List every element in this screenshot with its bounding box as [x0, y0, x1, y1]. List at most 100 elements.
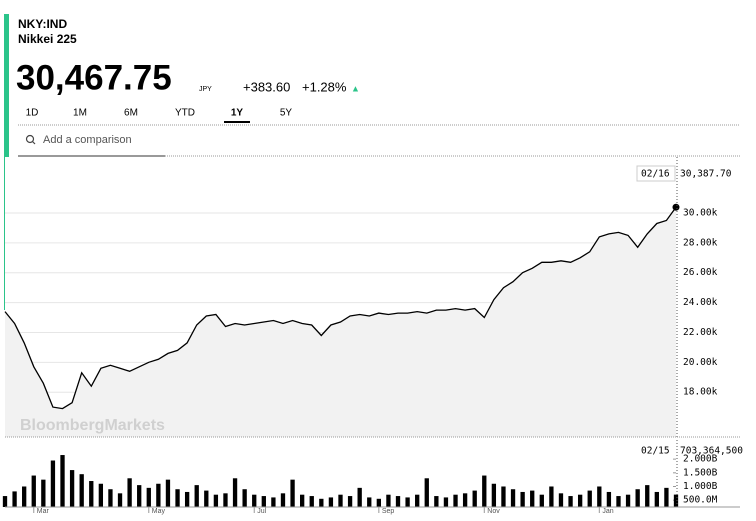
range-tab[interactable]: 1M [73, 108, 87, 119]
volume-bar [434, 496, 439, 507]
volume-bar [606, 491, 612, 507]
volume-bar [625, 494, 631, 507]
volume-bar [597, 486, 602, 507]
range-tab[interactable]: 5Y [280, 108, 293, 119]
y-tick-label: 1.000B [683, 481, 718, 492]
volume-bar [184, 491, 190, 507]
volume-bar [60, 455, 65, 507]
volume-bar [673, 494, 679, 507]
volume-bar [252, 494, 257, 507]
currency: JPY [199, 86, 212, 93]
volume-bar [405, 497, 410, 507]
volume-bar [558, 493, 564, 507]
volume-bar [520, 491, 525, 507]
volume-bar [117, 493, 123, 507]
volume-bar [395, 496, 401, 507]
volume-bar [232, 478, 238, 507]
volume-bar [271, 497, 276, 507]
volume-bar [376, 498, 381, 507]
volume-bar [664, 487, 669, 507]
volume-bar [89, 481, 94, 507]
volume-bar [510, 489, 516, 507]
volume-bar [530, 490, 535, 507]
y-tick-label: 26.00k [683, 267, 718, 278]
volume-bar [549, 486, 554, 507]
volume-bar [501, 486, 506, 507]
volume-bar [472, 490, 477, 507]
range-tab[interactable]: 6M [124, 108, 138, 119]
volume-bar [194, 485, 199, 507]
volume-bar [41, 479, 46, 507]
name: Nikkei 225 [18, 32, 77, 46]
symbol: NKY:IND [18, 17, 67, 31]
search-icon [25, 134, 35, 144]
range-tab[interactable]: 1Y [231, 108, 244, 119]
volume-bar [568, 496, 573, 507]
x-tick-label: Sep [382, 508, 395, 515]
volume-bar [587, 490, 592, 507]
change: +383.60 [243, 79, 290, 94]
x-tick-label: Mar [37, 508, 50, 515]
range-tab-underline [224, 121, 250, 123]
volume-bar [443, 497, 449, 507]
volume-bar [357, 487, 362, 507]
volume-bar [146, 487, 151, 507]
x-tick-label: Jul [257, 508, 266, 515]
volume-bar [108, 489, 113, 507]
volume-bar [31, 475, 36, 507]
volume-bar [347, 496, 353, 507]
y-tick-label: 20.00k [683, 357, 718, 368]
volume-bar [491, 483, 497, 507]
price: 30,467.75 [16, 58, 172, 97]
volume-bar [213, 494, 219, 507]
volume-bar [309, 496, 314, 507]
volume-bar [482, 475, 487, 507]
y-tick-label: 1.500B [683, 467, 718, 478]
volume-bar [645, 485, 650, 507]
volume-bar [223, 493, 228, 507]
x-tick-label: Nov [487, 508, 500, 515]
x-tick-label: May [152, 508, 166, 515]
tooltip-value: 30,387.70 [680, 169, 732, 180]
volume-bar [654, 491, 659, 507]
volume-bar [453, 494, 458, 507]
volume-bar [616, 496, 621, 507]
volume-bar [539, 494, 544, 507]
tooltip-value: 703,364,500 [680, 446, 743, 457]
volume-bar [127, 478, 132, 507]
volume-bar [424, 478, 429, 507]
x-tick-label: Jan [602, 508, 613, 515]
y-tick-label: 2.000B [683, 454, 718, 465]
search-placeholder[interactable]: Add a comparison [43, 134, 132, 146]
volume-bar [290, 479, 295, 507]
volume-bar [280, 493, 286, 507]
search[interactable]: Add a comparison [18, 134, 165, 157]
volume-bar [328, 497, 334, 507]
volume-bar [79, 474, 84, 507]
volume-bar [2, 496, 8, 507]
tooltip-date: 02/16 [641, 169, 670, 180]
range-tab[interactable]: 1D [26, 108, 39, 119]
volume-bar [175, 489, 180, 507]
tooltip-date-box [636, 165, 676, 182]
price-line [4, 206, 677, 410]
volume-bar [462, 493, 468, 507]
volume-bar [338, 494, 343, 507]
volume-bar [22, 486, 27, 507]
volume-bar [50, 460, 56, 507]
y-tick-label: 22.00k [683, 327, 718, 338]
arrow: ▲ [351, 83, 360, 93]
volume-bar [156, 483, 161, 507]
change-pct: +1.28% [302, 79, 347, 94]
volume-bar [165, 479, 171, 507]
volume-bar [69, 470, 75, 507]
y-tick-label: 18.00k [683, 387, 718, 398]
volume-bar [137, 485, 142, 507]
volume-bar [367, 497, 372, 507]
volume-bar [12, 491, 17, 507]
volume-bar [635, 489, 640, 507]
volume-bar [204, 490, 209, 507]
y-tick-label: 28.00k [683, 237, 718, 248]
range-tab[interactable]: YTD [175, 108, 195, 119]
